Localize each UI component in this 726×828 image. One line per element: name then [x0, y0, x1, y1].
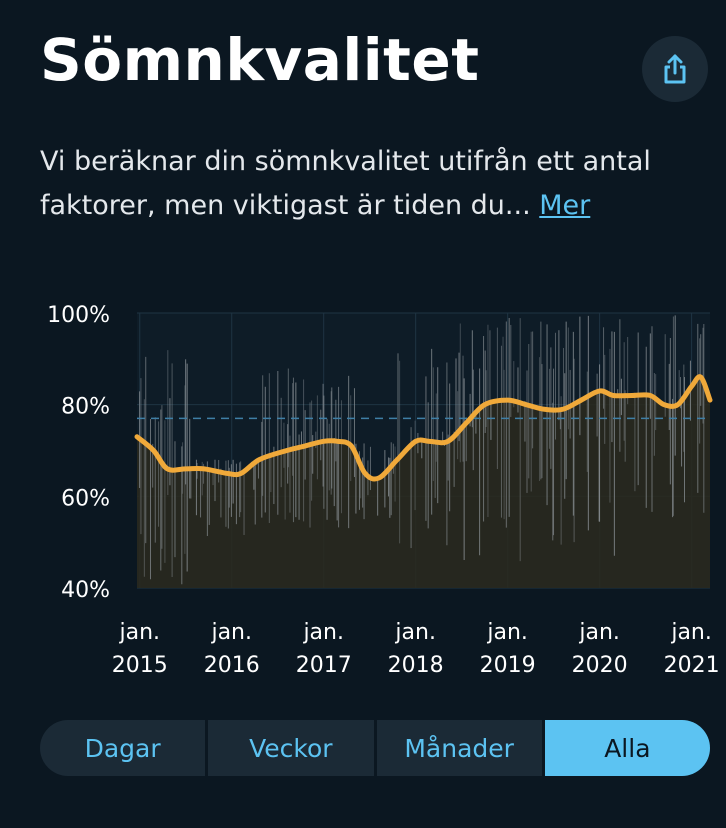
- x-tick-label-year: 2015: [112, 653, 168, 678]
- x-tick-label-month: jan.: [394, 620, 436, 645]
- description: Vi beräknar din sömnkvalitet utifrån ett…: [40, 140, 700, 228]
- x-tick-label-month: jan.: [210, 620, 252, 645]
- x-tick-label-month: jan.: [302, 620, 344, 645]
- x-tick-label-month: jan.: [670, 620, 712, 645]
- x-tick-label-year: 2017: [296, 653, 352, 678]
- more-link[interactable]: Mer: [539, 190, 591, 221]
- share-icon: [664, 54, 686, 84]
- segment-dagar[interactable]: Dagar: [40, 720, 206, 776]
- share-button[interactable]: [642, 36, 708, 102]
- segment-alla[interactable]: Alla: [544, 720, 710, 776]
- period-selector: Dagar Veckor Månader Alla: [40, 720, 710, 776]
- x-tick-label-month: jan.: [118, 620, 160, 645]
- segment-veckor[interactable]: Veckor: [208, 720, 374, 776]
- description-text: Vi beräknar din sömnkvalitet utifrån ett…: [40, 146, 651, 221]
- x-tick-label-year: 2021: [664, 653, 720, 678]
- x-tick-label-month: jan.: [578, 620, 620, 645]
- x-tick-label-year: 2020: [572, 653, 628, 678]
- y-tick-label: 80%: [61, 395, 110, 420]
- trend-area: [137, 377, 710, 588]
- segment-manader[interactable]: Månader: [376, 720, 542, 776]
- x-tick-label-year: 2016: [204, 653, 260, 678]
- y-tick-label: 40%: [61, 578, 110, 603]
- y-tick-label: 60%: [61, 486, 110, 511]
- x-tick-label-month: jan.: [486, 620, 528, 645]
- x-tick-label-year: 2019: [480, 653, 536, 678]
- sleep-quality-chart: 40% 60% 80% 100% jan. 2015 jan. 2016 jan. 2017 jan…: [47, 303, 720, 678]
- trend-line: [134, 374, 713, 482]
- page-title: Sömnkvalitet: [40, 26, 480, 94]
- y-tick-label: 100%: [47, 303, 110, 328]
- x-tick-label-year: 2018: [388, 653, 444, 678]
